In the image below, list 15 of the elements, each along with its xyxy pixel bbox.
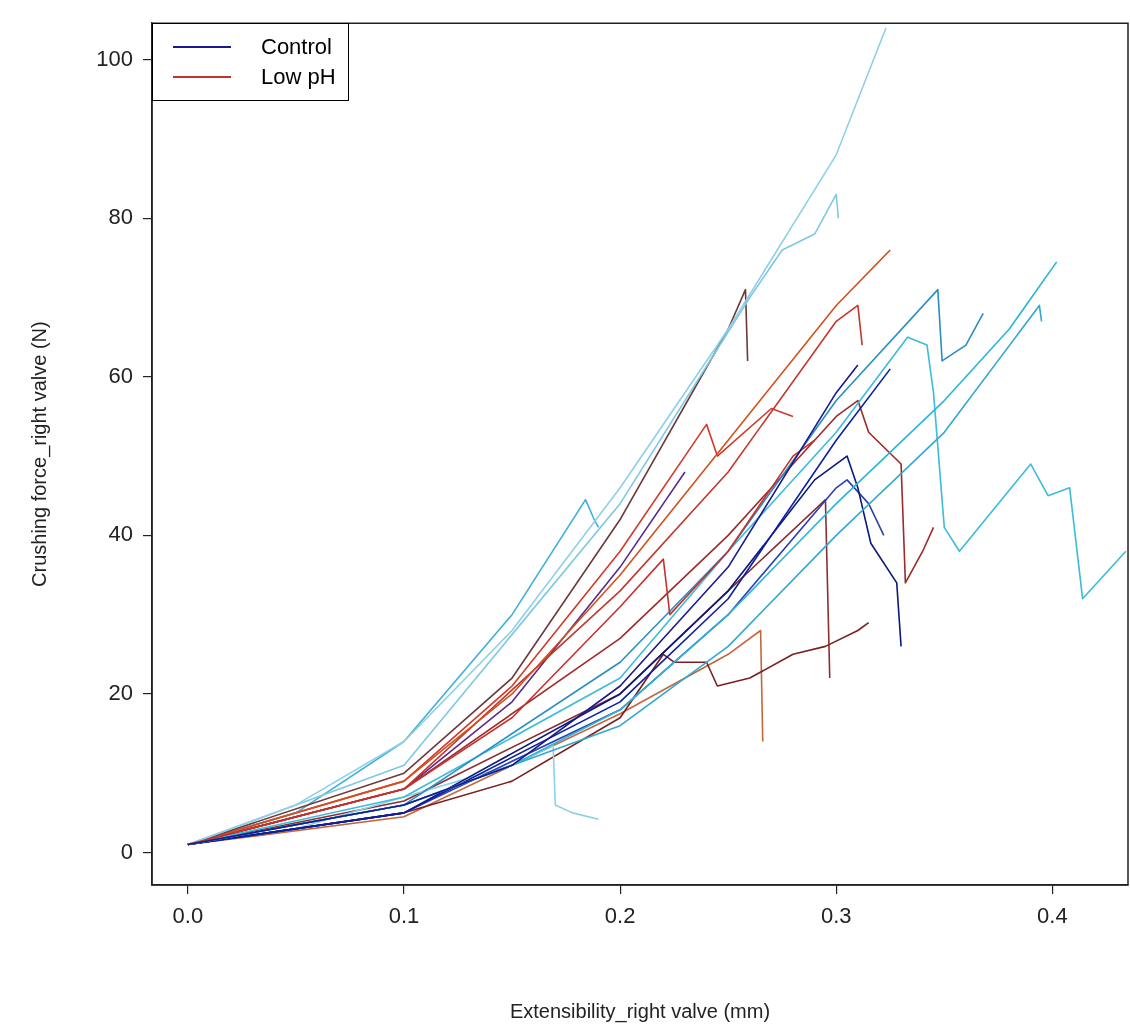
x-tick-label: 0.4 bbox=[1037, 903, 1068, 929]
y-tick-label: 100 bbox=[96, 45, 133, 71]
y-tick-label: 20 bbox=[108, 679, 133, 705]
legend-label: Low pH bbox=[261, 64, 336, 91]
x-tick-label: 0.1 bbox=[388, 903, 420, 929]
y-axis-title: Crushing force_right valve (N) bbox=[27, 321, 51, 587]
x-tick-label: 0.3 bbox=[820, 903, 852, 929]
x-tick-label: 0.0 bbox=[172, 903, 204, 929]
y-tick-label: 40 bbox=[108, 521, 133, 547]
legend-label: Control bbox=[261, 34, 332, 61]
y-tick-label: 60 bbox=[108, 362, 133, 388]
x-axis-title: Extensibility_right valve (mm) bbox=[509, 999, 771, 1023]
y-tick-label: 80 bbox=[108, 204, 133, 230]
y-tick-label: 0 bbox=[120, 838, 133, 864]
x-tick-label: 0.2 bbox=[604, 903, 636, 929]
